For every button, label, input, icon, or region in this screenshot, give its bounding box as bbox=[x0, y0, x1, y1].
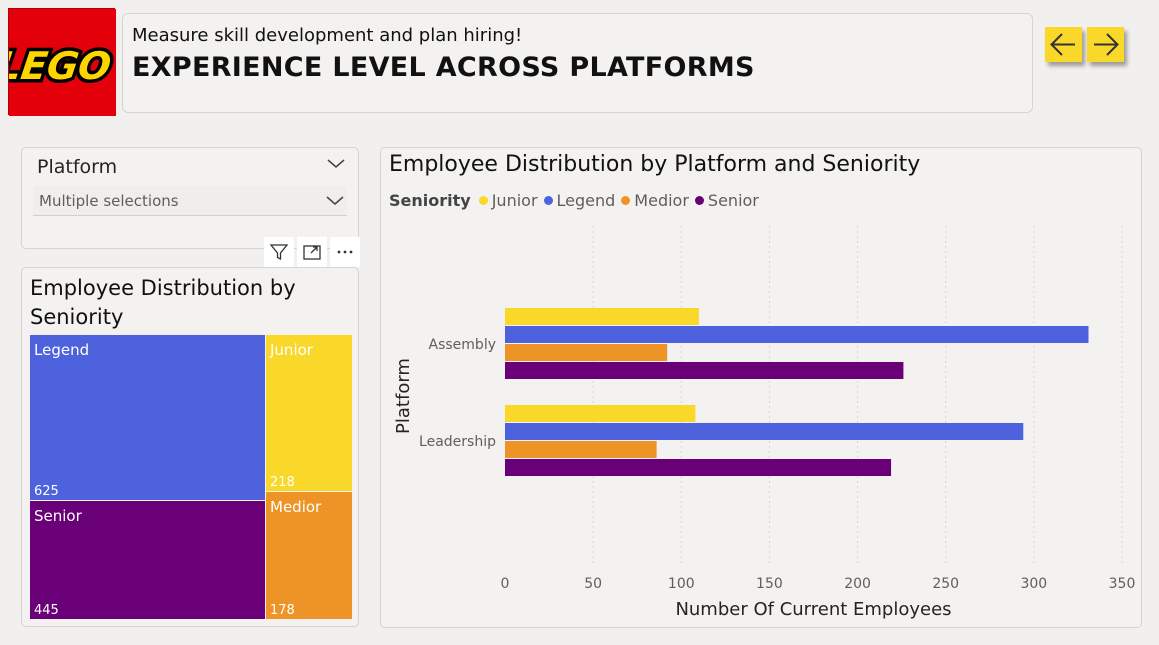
bar-leadership-medior[interactable] bbox=[505, 441, 657, 458]
legend-item-medior[interactable]: Medior bbox=[621, 191, 689, 210]
tile-label: Medior bbox=[270, 498, 322, 516]
legend-label: Medior bbox=[634, 191, 689, 210]
legend-item-legend[interactable]: Legend bbox=[543, 191, 616, 210]
chevron-down-icon[interactable] bbox=[326, 156, 346, 170]
x-tick-label: 300 bbox=[1020, 576, 1047, 592]
x-tick-label: 50 bbox=[584, 576, 602, 592]
more-options-button[interactable] bbox=[330, 237, 360, 267]
legend-label: Legend bbox=[556, 191, 616, 210]
header-subtitle: Measure skill development and plan hirin… bbox=[132, 25, 523, 46]
y-tick-label: Assembly bbox=[429, 337, 496, 353]
slicer-title: Platform bbox=[37, 156, 118, 178]
x-tick-label: 100 bbox=[668, 576, 695, 592]
chevron-down-icon[interactable] bbox=[325, 193, 345, 207]
x-tick-label: 150 bbox=[756, 576, 783, 592]
filter-icon bbox=[269, 244, 289, 261]
tile-value: 445 bbox=[34, 603, 59, 618]
legend-label: Senior bbox=[707, 191, 759, 210]
y-axis-title: Platform bbox=[393, 358, 414, 434]
lego-logo: LEGO bbox=[0, 8, 117, 116]
bar-assembly-senior[interactable] bbox=[505, 362, 904, 379]
page-title: EXPERIENCE LEVEL ACROSS PLATFORMS bbox=[132, 52, 755, 83]
bar-leadership-junior[interactable] bbox=[505, 405, 696, 422]
bar-leadership-legend[interactable] bbox=[505, 423, 1024, 440]
legend-label: Junior bbox=[491, 191, 538, 210]
tile-label: Senior bbox=[34, 507, 82, 525]
legend-dot bbox=[543, 196, 553, 205]
treemap-tile-legend[interactable]: Legend 625 bbox=[30, 335, 265, 500]
tile-value: 625 bbox=[34, 484, 59, 499]
more-options-icon bbox=[337, 250, 353, 254]
svg-text:LEGO: LEGO bbox=[9, 45, 114, 89]
x-tick-label: 0 bbox=[501, 576, 510, 592]
x-tick-label: 200 bbox=[844, 576, 871, 592]
bar-leadership-senior[interactable] bbox=[505, 459, 892, 476]
treemap-tile-medior[interactable]: Medior 178 bbox=[266, 492, 352, 619]
treemap-card: Employee Distribution by Seniority Legen… bbox=[21, 267, 359, 627]
forward-button[interactable] bbox=[1087, 27, 1124, 62]
bar-chart: 0 50 100 150 200 250 300 350 Assembly Leadership N… bbox=[393, 226, 1136, 620]
focus-mode-button[interactable] bbox=[297, 237, 327, 267]
lego-logo-icon: LEGO bbox=[0, 9, 117, 116]
bar-chart-card: 0 50 100 150 200 250 300 350 Assembly Leadership N… bbox=[380, 147, 1142, 628]
focus-mode-icon bbox=[303, 245, 321, 260]
slicer-selected-value: Multiple selections bbox=[39, 192, 179, 210]
legend-title: Seniority bbox=[389, 191, 471, 210]
legend-item-senior[interactable]: Senior bbox=[694, 191, 759, 210]
treemap-title: Employee Distribution by Seniority bbox=[30, 276, 296, 329]
treemap-tile-senior[interactable]: Senior 445 bbox=[30, 501, 265, 619]
tile-value: 178 bbox=[270, 603, 295, 618]
legend-item-junior[interactable]: Junior bbox=[478, 191, 538, 210]
bar-assembly-medior[interactable] bbox=[505, 344, 668, 361]
header-card: Measure skill development and plan hirin… bbox=[122, 13, 1033, 113]
platform-slicer: Platform Multiple selections bbox=[21, 147, 359, 249]
tile-label: Junior bbox=[270, 341, 313, 359]
x-axis-title: Number Of Current Employees bbox=[675, 599, 951, 620]
bar-chart-title: Employee Distribution by Platform and Se… bbox=[389, 152, 921, 177]
platform-dropdown[interactable]: Multiple selections bbox=[33, 186, 347, 216]
x-tick-label: 350 bbox=[1109, 576, 1136, 592]
tile-label: Legend bbox=[34, 341, 90, 359]
back-button[interactable] bbox=[1045, 27, 1082, 62]
filter-button[interactable] bbox=[264, 237, 294, 267]
bar-assembly-legend[interactable] bbox=[505, 326, 1089, 343]
treemap-tile-junior[interactable]: Junior 218 bbox=[266, 335, 352, 491]
chart-legend: Seniority Junior Legend Medior Senior bbox=[389, 191, 765, 210]
legend-dot bbox=[621, 196, 631, 205]
legend-dot bbox=[478, 196, 488, 205]
x-tick-label: 250 bbox=[932, 576, 959, 592]
arrow-right-icon bbox=[1094, 33, 1119, 56]
legend-dot bbox=[694, 196, 704, 205]
tile-value: 218 bbox=[270, 475, 295, 490]
y-tick-label: Leadership bbox=[419, 434, 496, 450]
visual-toolbar bbox=[261, 237, 360, 267]
arrow-left-icon bbox=[1050, 33, 1075, 56]
bar-assembly-junior[interactable] bbox=[505, 308, 699, 325]
